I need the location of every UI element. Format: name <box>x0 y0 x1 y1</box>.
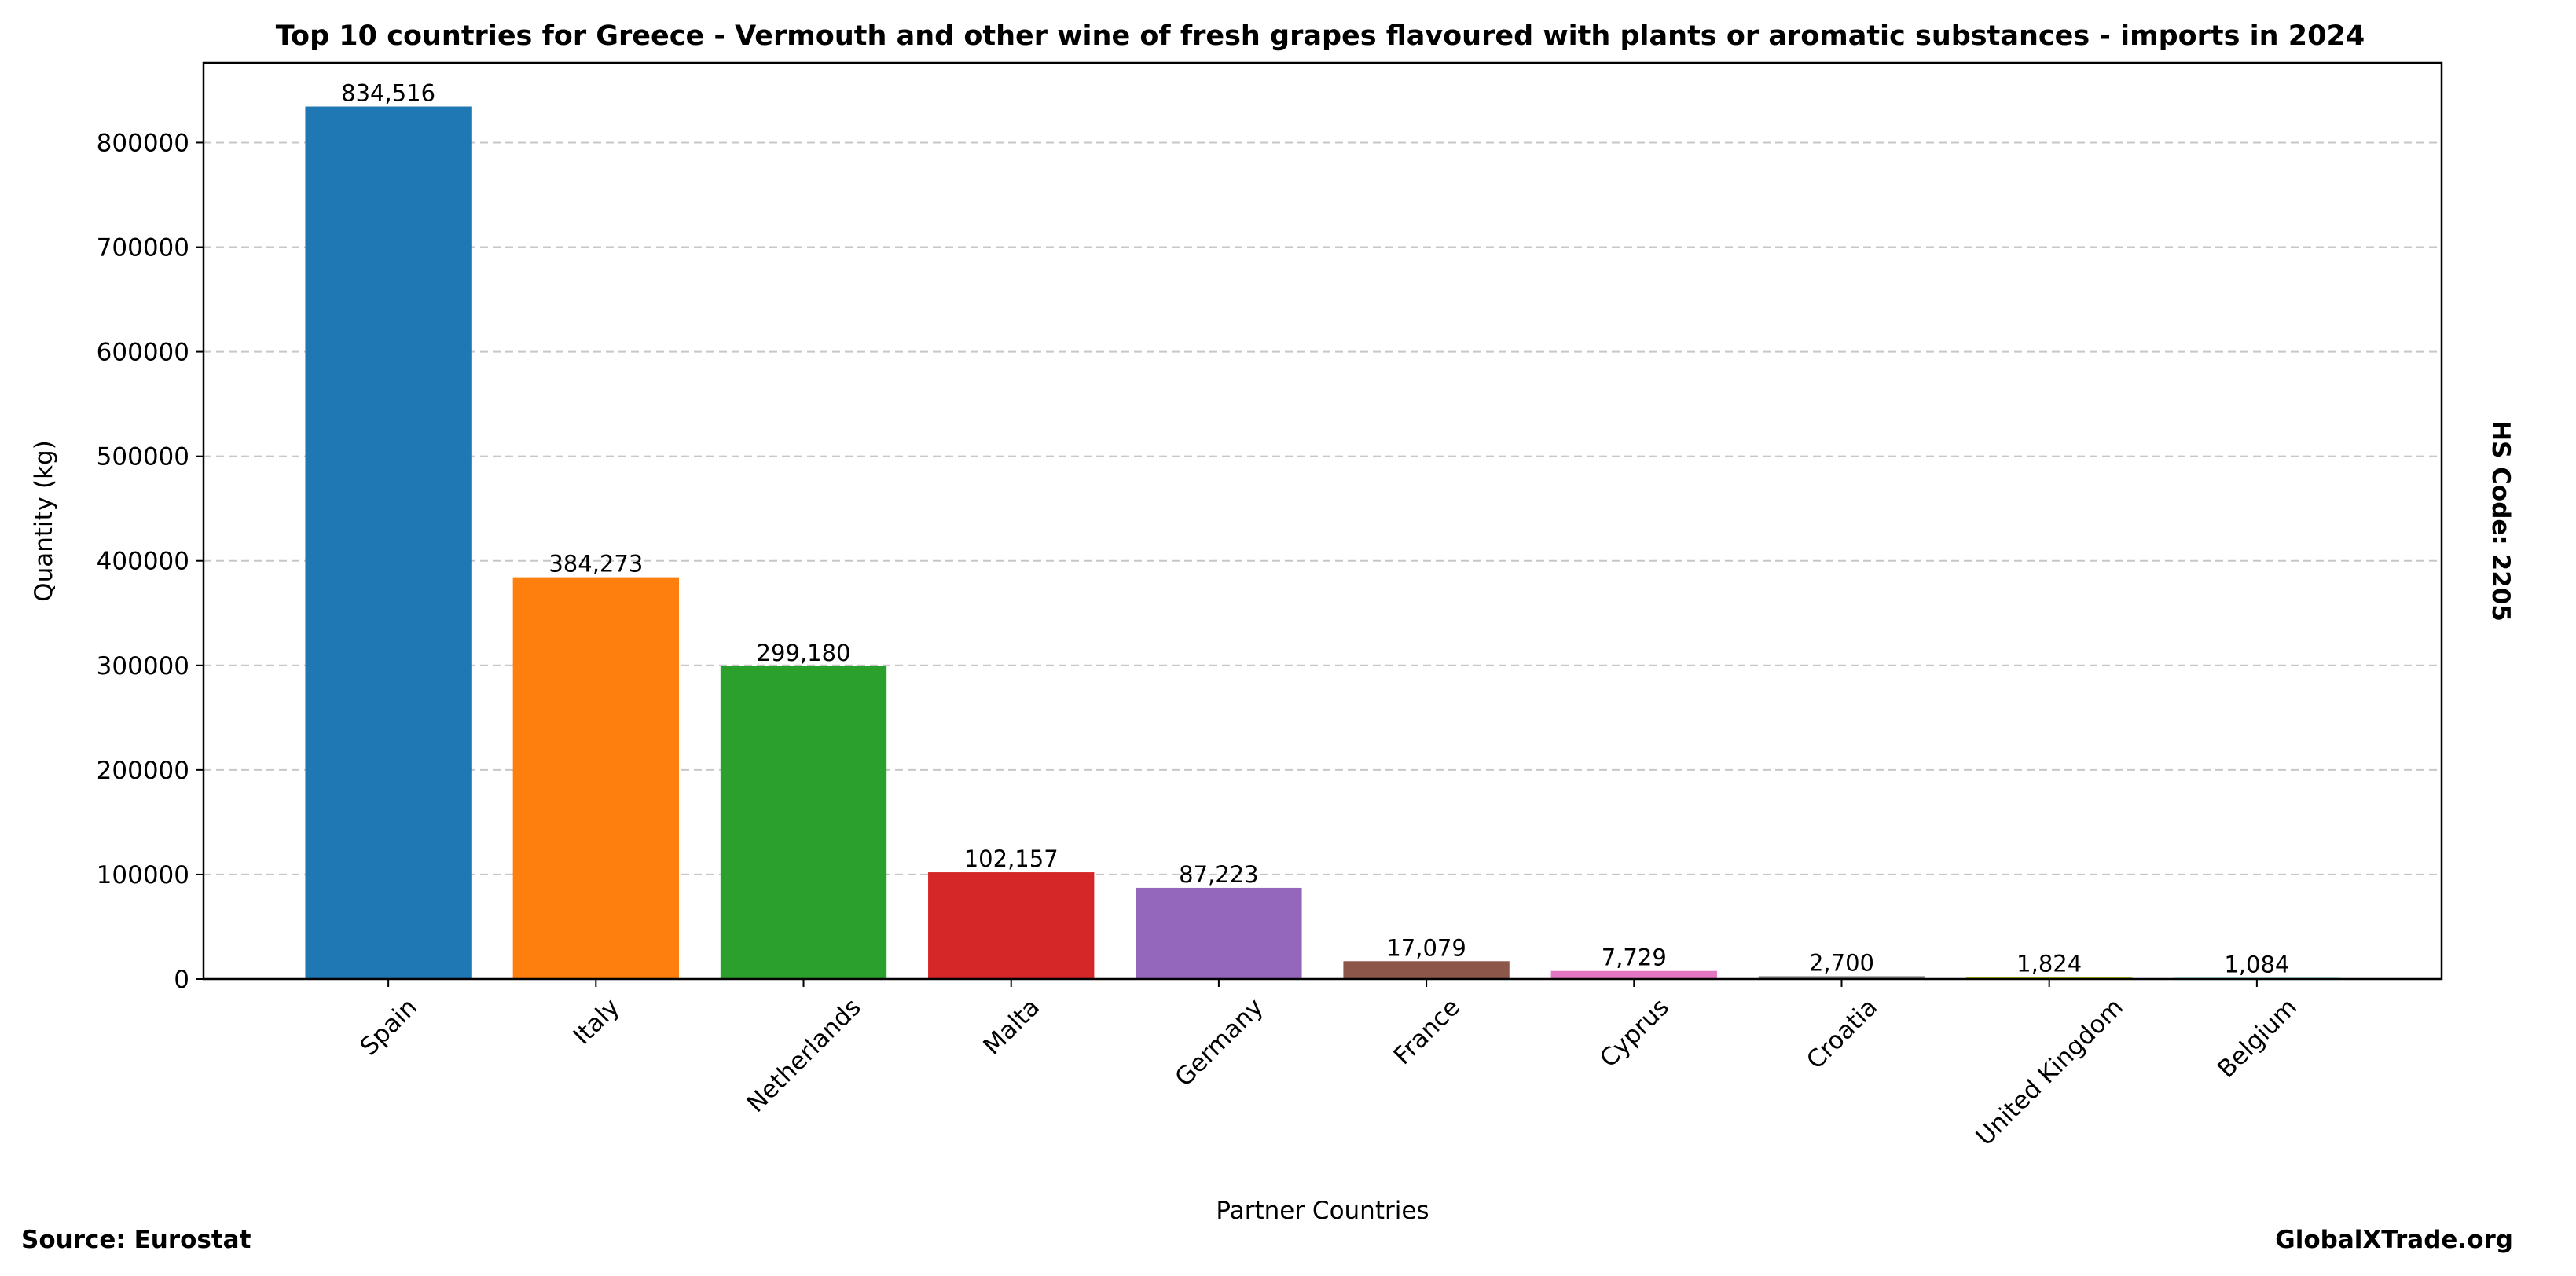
bar-value-label: 1,824 <box>2016 951 2082 977</box>
bar-france <box>1343 961 1510 979</box>
y-tick-label: 200000 <box>97 757 189 785</box>
bar-value-label: 17,079 <box>1386 934 1466 961</box>
x-tick-label: France <box>1389 993 1466 1070</box>
y-axis-label: Quantity (kg) <box>30 440 58 602</box>
y-tick-label: 400000 <box>97 548 189 576</box>
bar-value-label: 87,223 <box>1179 861 1258 888</box>
bar-italy <box>512 577 680 979</box>
y-tick-label: 600000 <box>97 339 189 367</box>
bar-value-label: 1,084 <box>2224 952 2289 978</box>
x-tick-label: Belgium <box>2212 993 2303 1084</box>
y-tick-label: 700000 <box>97 234 189 262</box>
bar-value-label: 384,273 <box>549 551 643 578</box>
x-tick-label: Italy <box>568 993 626 1050</box>
bar-malta <box>928 872 1095 979</box>
y-tick-label: 500000 <box>97 443 189 471</box>
x-tick-label: Croatia <box>1801 993 1883 1075</box>
bar-spain <box>305 106 472 980</box>
source-label: Source: Eurostat <box>21 1226 251 1254</box>
bar-value-label: 102,157 <box>964 845 1059 872</box>
x-axis-label: Partner Countries <box>1216 1197 1429 1225</box>
bar-germany <box>1136 887 1302 979</box>
bar-value-label: 299,180 <box>757 640 851 666</box>
y-tick-label: 100000 <box>97 861 189 889</box>
bar-netherlands <box>720 666 887 979</box>
y-tick-label: 800000 <box>97 129 189 157</box>
x-tick-label: Netherlands <box>742 993 867 1118</box>
bar-value-label: 2,700 <box>1809 949 1874 976</box>
brand-label: GlobalXTrade.org <box>2275 1226 2513 1254</box>
x-tick-label: Cyprus <box>1594 993 1675 1073</box>
bar-value-label: 7,729 <box>1602 944 1667 971</box>
bar-cyprus <box>1550 970 1717 979</box>
chart-title: Top 10 countries for Greece - Vermouth a… <box>276 20 2365 52</box>
y-tick-label: 300000 <box>97 652 189 680</box>
x-tick-label: Germany <box>1170 993 1269 1092</box>
plot-frame <box>202 61 2443 981</box>
x-tick-label: Spain <box>354 993 423 1062</box>
x-tick-label: Malta <box>978 993 1045 1061</box>
bar-value-label: 834,516 <box>341 80 435 107</box>
x-tick-label: United Kingdom <box>1971 993 2129 1151</box>
bar-croatia <box>1758 976 1925 979</box>
hs-code-label: HS Code: 2205 <box>2486 420 2515 622</box>
y-tick-label: 0 <box>174 966 189 994</box>
